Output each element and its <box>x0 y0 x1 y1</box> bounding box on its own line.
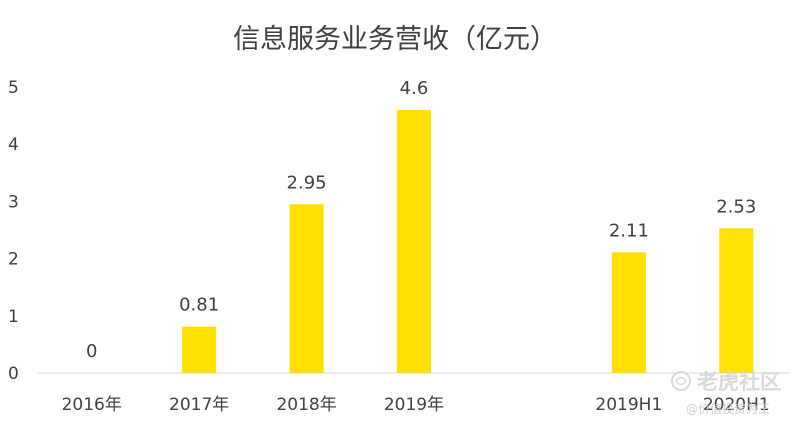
bar <box>719 228 754 373</box>
y-tick-label: 2 <box>8 250 19 270</box>
y-tick-label: 0 <box>8 364 19 384</box>
chart-title: 信息服务业务营收（亿元） <box>233 24 557 55</box>
bars-group <box>182 109 754 373</box>
x-tick-label: 2017年 <box>169 395 229 415</box>
data-label: 2.53 <box>716 196 756 217</box>
data-label: 4.6 <box>400 78 429 99</box>
x-tick-label: 2020H1 <box>703 395 770 415</box>
data-labels-group: 0 0.81 2.95 4.6 2.11 2.53 <box>86 78 756 362</box>
x-tick-label: 2018年 <box>276 395 336 415</box>
watermark-brand: 老虎社区 <box>697 370 781 394</box>
x-tick-label: 2019H1 <box>595 395 662 415</box>
data-label: 0 <box>86 341 97 362</box>
y-tick-label: 3 <box>8 192 19 212</box>
bar <box>289 204 324 373</box>
data-label: 2.11 <box>609 220 649 241</box>
y-tick-label: 4 <box>8 135 19 155</box>
data-label: 0.81 <box>179 295 219 316</box>
tiger-logo-icon <box>671 371 691 391</box>
y-tick-label: 1 <box>8 307 19 327</box>
x-tick-label: 2016年 <box>62 395 122 415</box>
data-label: 2.95 <box>287 172 327 193</box>
x-tick-label: 2019年 <box>384 395 444 415</box>
watermark-handle: @价值投资为王 <box>686 401 770 416</box>
bar <box>397 109 431 373</box>
bar <box>182 326 217 373</box>
y-tick-label: 5 <box>8 78 19 98</box>
bar <box>611 252 646 373</box>
y-axis: 0 1 2 3 4 5 <box>8 78 19 384</box>
watermark: 老虎社区 @价值投资为王 <box>671 370 781 416</box>
x-axis: 2016年 2017年 2018年 2019年 2019H1 2020H1 <box>62 395 770 415</box>
